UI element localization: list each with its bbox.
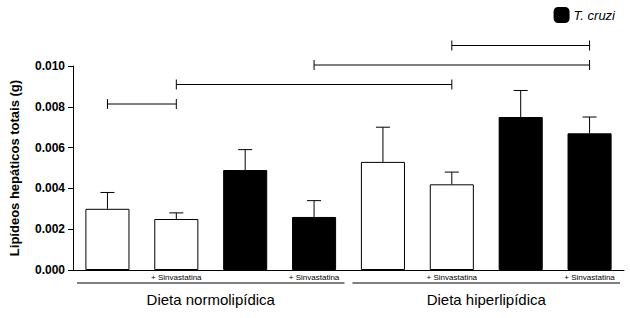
svg-text:+ Sinvastatina: + Sinvastatina [564, 273, 615, 282]
svg-text:+ Sinvastatina: + Sinvastatina [289, 273, 340, 282]
svg-text:+ Sinvastatina: + Sinvastatina [151, 273, 202, 282]
svg-text:0.000: 0.000 [35, 263, 65, 277]
svg-text:Dieta hiperlipídica: Dieta hiperlipídica [427, 291, 547, 308]
svg-text:+ Sinvastatina: + Sinvastatina [427, 273, 478, 282]
svg-text:0.002: 0.002 [35, 222, 65, 236]
svg-text:0.008: 0.008 [35, 100, 65, 114]
svg-text:Lipídeos hepáticos totais (g): Lipídeos hepáticos totais (g) [7, 80, 22, 256]
svg-text:0.006: 0.006 [35, 141, 65, 155]
svg-text:Dieta normolipídica: Dieta normolipídica [147, 291, 276, 308]
svg-text:0.010: 0.010 [35, 59, 65, 73]
svg-text:T. cruzi: T. cruzi [574, 8, 617, 23]
svg-text:0.004: 0.004 [35, 181, 65, 195]
